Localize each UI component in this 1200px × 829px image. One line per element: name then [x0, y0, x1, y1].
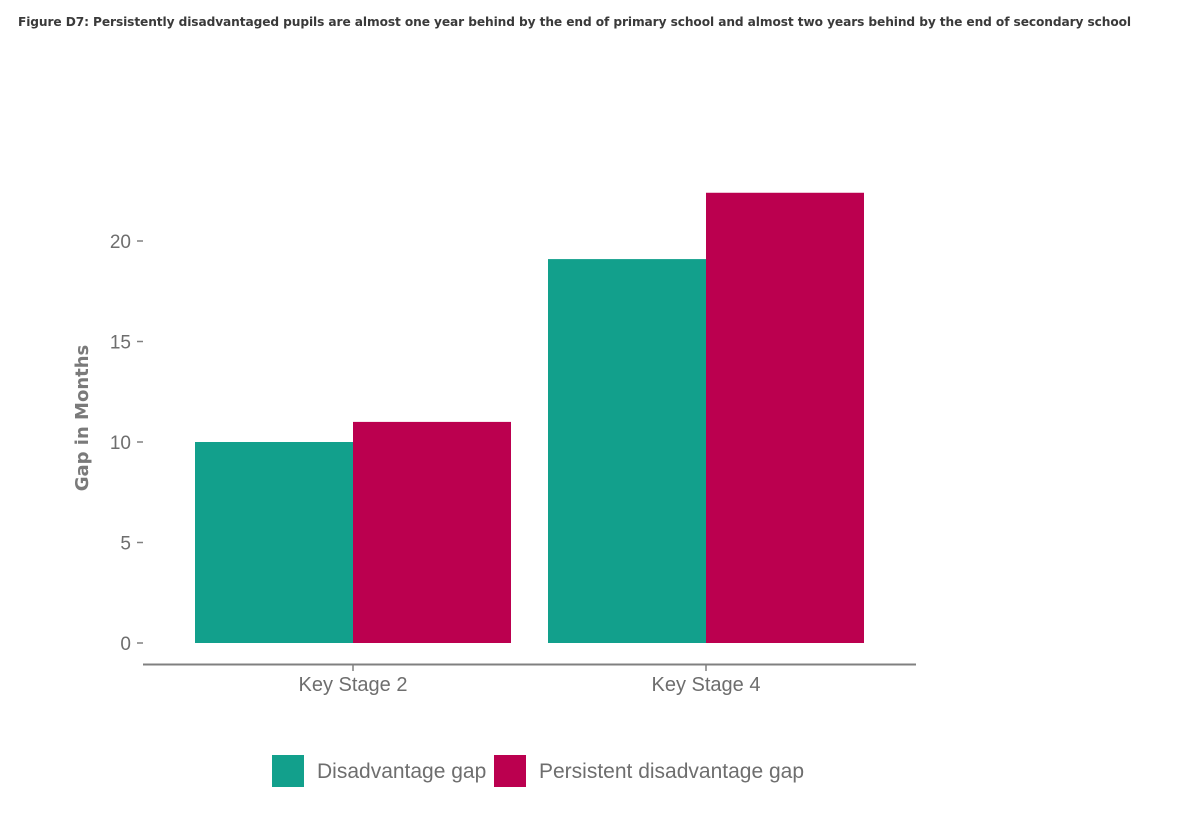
y-tick-label: 15 — [110, 333, 131, 354]
y-axis: 0 5 10 15 20 — [110, 232, 143, 655]
y-axis-title: Gap in Months — [72, 345, 93, 492]
bar-persistent-disadvantage-gap — [353, 421, 511, 643]
x-axis: Key Stage 2 Key Stage 4 — [299, 665, 761, 696]
bar-persistent-disadvantage-gap — [706, 192, 864, 643]
y-tick-label: 20 — [110, 232, 131, 253]
y-tick-label: 10 — [110, 433, 131, 454]
x-tick-label: Key Stage 2 — [299, 674, 408, 696]
x-tick-label: Key Stage 4 — [652, 674, 761, 696]
legend-label: Persistent disadvantage gap — [539, 760, 804, 783]
y-tick-label: 5 — [120, 534, 131, 555]
figure-title: Figure D7: Persistently disadvantaged pu… — [18, 15, 1131, 29]
bar-disadvantage-gap — [548, 259, 706, 643]
bars — [195, 192, 864, 643]
legend: Disadvantage gap Persistent disadvantage … — [272, 755, 804, 787]
bar-disadvantage-gap — [195, 442, 353, 643]
legend-swatch — [272, 755, 304, 787]
legend-label: Disadvantage gap — [317, 760, 486, 783]
y-tick-label: 0 — [120, 634, 131, 655]
legend-swatch — [494, 755, 526, 787]
